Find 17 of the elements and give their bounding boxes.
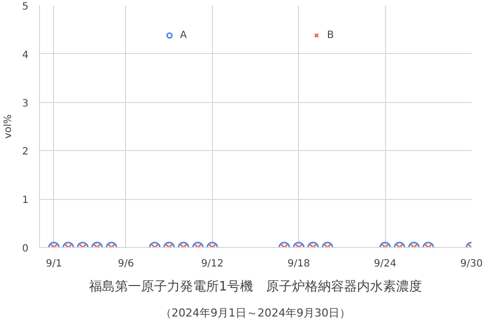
y-axis-title: vol%	[3, 114, 14, 139]
y-tick-label: 3	[22, 98, 29, 110]
legend-label: A	[180, 30, 188, 40]
x-tick-label: 9/18	[287, 258, 310, 270]
y-tick-label: 2	[22, 146, 29, 158]
x-tick-label: 9/1	[46, 258, 62, 270]
x-tick-label: 9/12	[201, 258, 224, 270]
x-tick-label: 9/6	[118, 258, 134, 270]
y-tick-label: 4	[22, 50, 29, 61]
y-tick-label: 5	[22, 2, 29, 12]
x-tick-label: 9/24	[374, 258, 396, 270]
text: （2024年9月1日～2024年9月30日）	[160, 306, 350, 320]
y-tick-label: 0	[22, 244, 29, 254]
x-tick-label: 9/30	[460, 258, 483, 270]
y-tick-label: 1	[22, 195, 29, 206]
text: 福島第一原子力発電所1号機 原子炉格納容器内水素濃度	[88, 278, 422, 294]
legend-label: B	[327, 30, 335, 40]
